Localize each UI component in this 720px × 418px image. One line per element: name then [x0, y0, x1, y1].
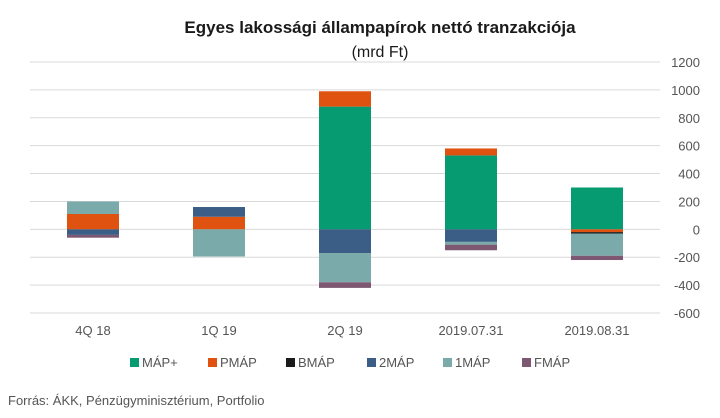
bar-segment	[319, 229, 371, 254]
bar-segment	[445, 244, 497, 251]
x-category-label: 2019.08.31	[564, 323, 629, 338]
legend-swatch	[286, 358, 295, 367]
y-tick-label: 0	[693, 222, 700, 237]
legend-swatch	[130, 358, 139, 367]
legend-label: 2MÁP	[379, 355, 414, 370]
bar-segment	[445, 229, 497, 242]
y-tick-label: 800	[678, 111, 700, 126]
chart-subtitle: (mrd Ft)	[352, 44, 409, 61]
y-axis-ticks: -600 -400 -200 0 200 400 600 800 1000 1200	[671, 55, 700, 321]
x-axis-labels: 4Q 18 1Q 19 2Q 19 2019.07.31 2019.08.31	[75, 323, 629, 338]
bar-segment	[571, 232, 623, 234]
bar-segment	[571, 255, 623, 261]
y-tick-label: 200	[678, 194, 700, 209]
legend-label: BMÁP	[298, 355, 335, 370]
bar-segment	[571, 233, 623, 256]
y-tick-label: 400	[678, 167, 700, 182]
y-tick-label: 1200	[671, 55, 700, 70]
y-tick-label: 600	[678, 139, 700, 154]
bar-segment	[571, 229, 623, 233]
bar-segment	[445, 155, 497, 230]
legend-swatch	[443, 358, 452, 367]
bar-segment	[67, 229, 119, 235]
bar-segment	[193, 207, 245, 217]
legend-swatch	[367, 358, 376, 367]
bar-segment	[319, 91, 371, 107]
x-category-label: 1Q 19	[201, 323, 236, 338]
x-category-label: 4Q 18	[75, 323, 110, 338]
bar-segment	[445, 148, 497, 156]
legend: MÁP+ PMÁP BMÁP 2MÁP 1MÁP FMÁP	[130, 355, 570, 370]
y-tick-label: 1000	[671, 83, 700, 98]
bar-segment	[193, 229, 245, 257]
bar-segment	[319, 253, 371, 283]
x-category-label: 2019.07.31	[438, 323, 503, 338]
legend-label: MÁP+	[142, 355, 178, 370]
x-category-label: 2Q 19	[327, 323, 362, 338]
bar-segment	[571, 187, 623, 230]
chart-title: Egyes lakossági állampapírok nettó tranz…	[184, 18, 576, 37]
legend-label: 1MÁP	[455, 355, 490, 370]
legend-label: PMÁP	[220, 355, 257, 370]
y-tick-label: -200	[674, 250, 700, 265]
bar-segment	[193, 216, 245, 230]
bars	[67, 91, 623, 288]
legend-swatch	[208, 358, 217, 367]
legend-swatch	[522, 358, 531, 367]
bar-segment	[445, 241, 497, 245]
y-tick-label: -600	[674, 306, 700, 321]
bar-segment	[319, 282, 371, 288]
source-note: Forrás: ÁKK, Pénzügyminisztérium, Portfo…	[8, 393, 264, 408]
legend-label: FMÁP	[534, 355, 570, 370]
bar-segment	[67, 201, 119, 214]
bar-segment	[67, 234, 119, 238]
bar-segment	[319, 106, 371, 230]
y-tick-label: -400	[674, 278, 700, 293]
bar-segment	[67, 213, 119, 230]
